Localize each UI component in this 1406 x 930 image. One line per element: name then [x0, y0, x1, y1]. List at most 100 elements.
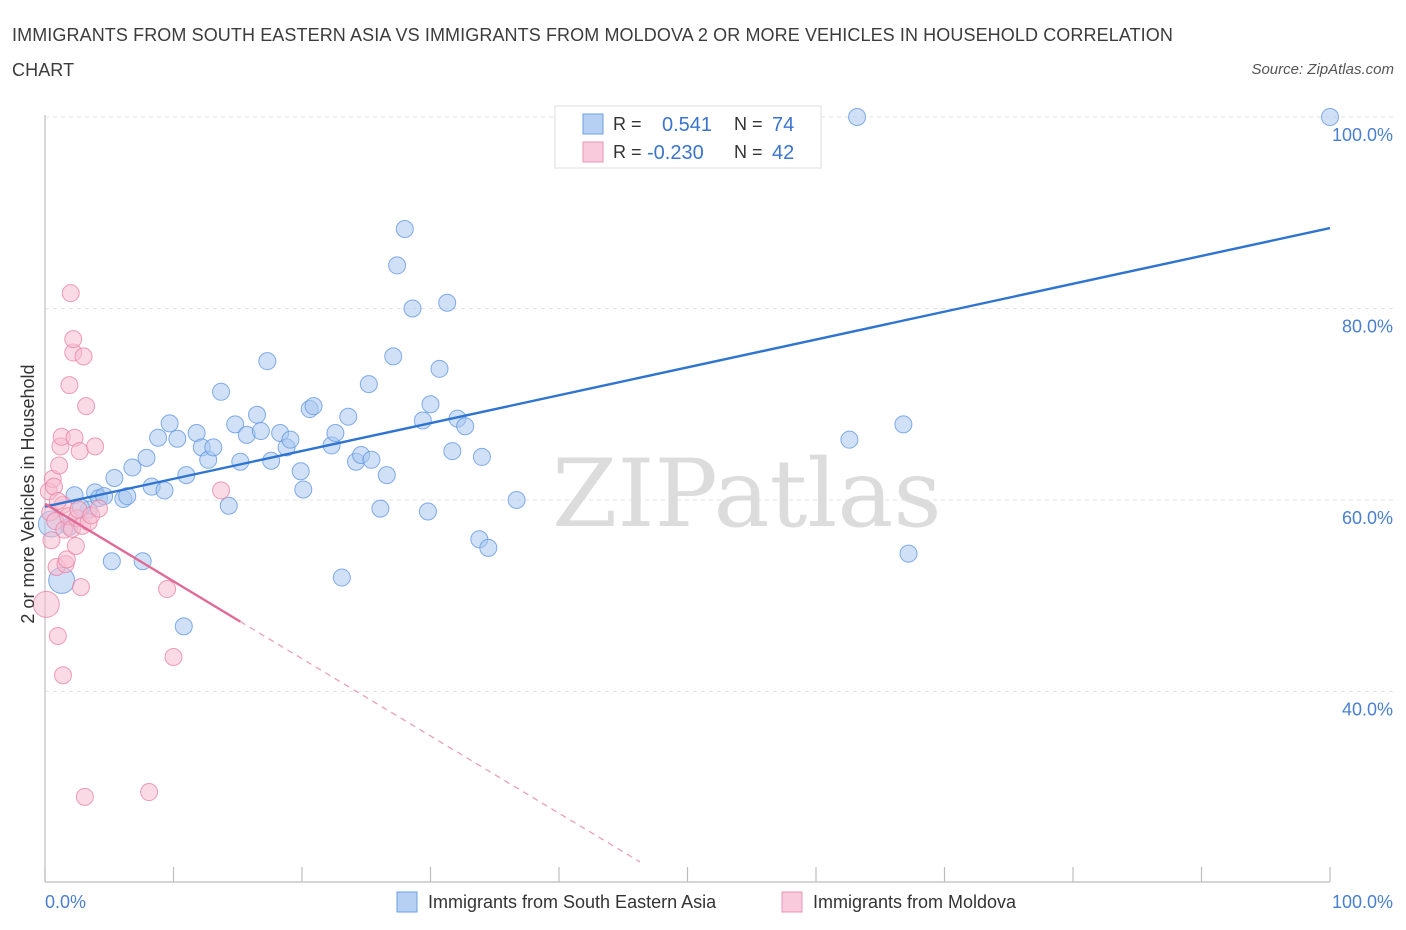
data-point	[326, 423, 345, 442]
legend-swatch-moldova	[582, 141, 604, 163]
legend-n-label-1: N =	[734, 142, 763, 162]
data-point	[362, 450, 381, 469]
data-point	[123, 458, 142, 477]
data-point	[443, 442, 462, 461]
data-point	[71, 578, 90, 597]
data-point	[421, 395, 440, 414]
data-point	[258, 352, 277, 371]
data-point	[102, 552, 121, 571]
data-point	[251, 422, 270, 441]
data-point	[294, 480, 313, 499]
data-point	[57, 550, 76, 569]
data-point	[840, 430, 859, 449]
data-point	[42, 531, 61, 550]
series-south-eastern-asia-points	[37, 108, 1339, 636]
data-point	[472, 447, 491, 466]
trend-line-extension	[239, 621, 641, 863]
data-point	[388, 256, 407, 275]
data-point	[64, 330, 83, 349]
data-point	[48, 626, 67, 645]
x-tick-label-min: 0.0%	[45, 892, 86, 912]
x-ticks	[44, 867, 1331, 882]
data-point	[418, 502, 437, 521]
data-point	[456, 417, 475, 436]
data-point	[204, 438, 223, 457]
chart-source: Source: ZipAtlas.com	[1251, 61, 1394, 78]
data-point	[149, 428, 168, 447]
watermark-text: ZIPatlas	[552, 440, 942, 549]
y-tick-label: 80.0%	[1342, 317, 1393, 337]
legend-r-value-0: 0.541	[662, 114, 712, 136]
data-point	[384, 347, 403, 366]
data-point	[160, 414, 179, 433]
data-point	[70, 442, 89, 461]
data-point	[32, 590, 60, 618]
chart-title: IMMIGRANTS FROM SOUTH EASTERN ASIA VS IM…	[12, 25, 1173, 80]
data-point	[403, 299, 422, 318]
trend-line	[44, 226, 1331, 508]
data-point	[61, 284, 80, 303]
series-legend-label-moldova: Immigrants from Moldova	[813, 892, 1017, 912]
y-tick-labels: 40.0% 60.0% 80.0% 100.0%	[1332, 125, 1393, 720]
trend-line	[44, 502, 241, 623]
data-point	[359, 375, 378, 394]
data-point	[212, 382, 231, 401]
data-point	[212, 481, 231, 500]
data-point	[248, 405, 267, 424]
data-point	[438, 293, 457, 312]
series-legend-swatch-moldova	[781, 891, 803, 913]
data-point	[140, 783, 159, 802]
data-point	[77, 397, 96, 416]
data-point	[507, 491, 526, 509]
data-point	[226, 415, 245, 434]
legend-r-label-0: R =	[613, 114, 642, 134]
data-point	[66, 536, 85, 555]
data-point	[281, 430, 300, 449]
data-point	[155, 481, 174, 500]
series-legend: Immigrants from South Eastern Asia Immig…	[396, 891, 1017, 913]
data-point	[53, 666, 72, 685]
data-point	[86, 437, 105, 456]
series-legend-label-south-eastern-asia: Immigrants from South Eastern Asia	[428, 892, 717, 912]
data-point	[137, 448, 156, 467]
x-tick-label-max: 100.0%	[1332, 892, 1393, 912]
trend-lines	[44, 226, 1331, 863]
data-point	[371, 499, 390, 518]
data-point	[291, 462, 310, 481]
legend-swatch-south-eastern-asia	[582, 113, 604, 135]
data-point	[164, 648, 183, 667]
legend-n-label-0: N =	[734, 114, 763, 134]
y-tick-label: 40.0%	[1342, 700, 1393, 720]
data-point	[75, 787, 94, 806]
data-point	[479, 538, 498, 557]
data-point	[74, 347, 93, 366]
legend-n-value-0: 74	[772, 114, 794, 136]
data-point	[262, 451, 281, 470]
series-legend-swatch-south-eastern-asia	[396, 891, 418, 913]
data-point	[332, 568, 351, 587]
data-point	[304, 397, 323, 416]
data-point	[219, 496, 238, 515]
data-point	[158, 580, 177, 599]
data-point	[1321, 108, 1339, 126]
data-point	[395, 220, 414, 239]
data-point	[60, 376, 79, 395]
legend-n-value-1: 42	[772, 142, 794, 164]
gridlines	[45, 116, 1393, 692]
data-point	[894, 415, 913, 434]
data-point	[89, 499, 108, 518]
data-point	[105, 468, 124, 487]
data-point	[848, 108, 867, 126]
data-point	[899, 544, 918, 563]
legend-r-label-1: R =	[613, 142, 642, 162]
y-tick-label: 60.0%	[1342, 508, 1393, 528]
legend-r-value-1: -0.230	[647, 142, 704, 164]
watermark: ZIPatlas	[552, 440, 942, 549]
data-point	[339, 407, 358, 426]
data-point	[168, 429, 187, 448]
series-moldova-points	[32, 284, 231, 806]
data-point	[430, 359, 449, 378]
data-point	[174, 617, 193, 636]
data-point	[50, 456, 69, 475]
